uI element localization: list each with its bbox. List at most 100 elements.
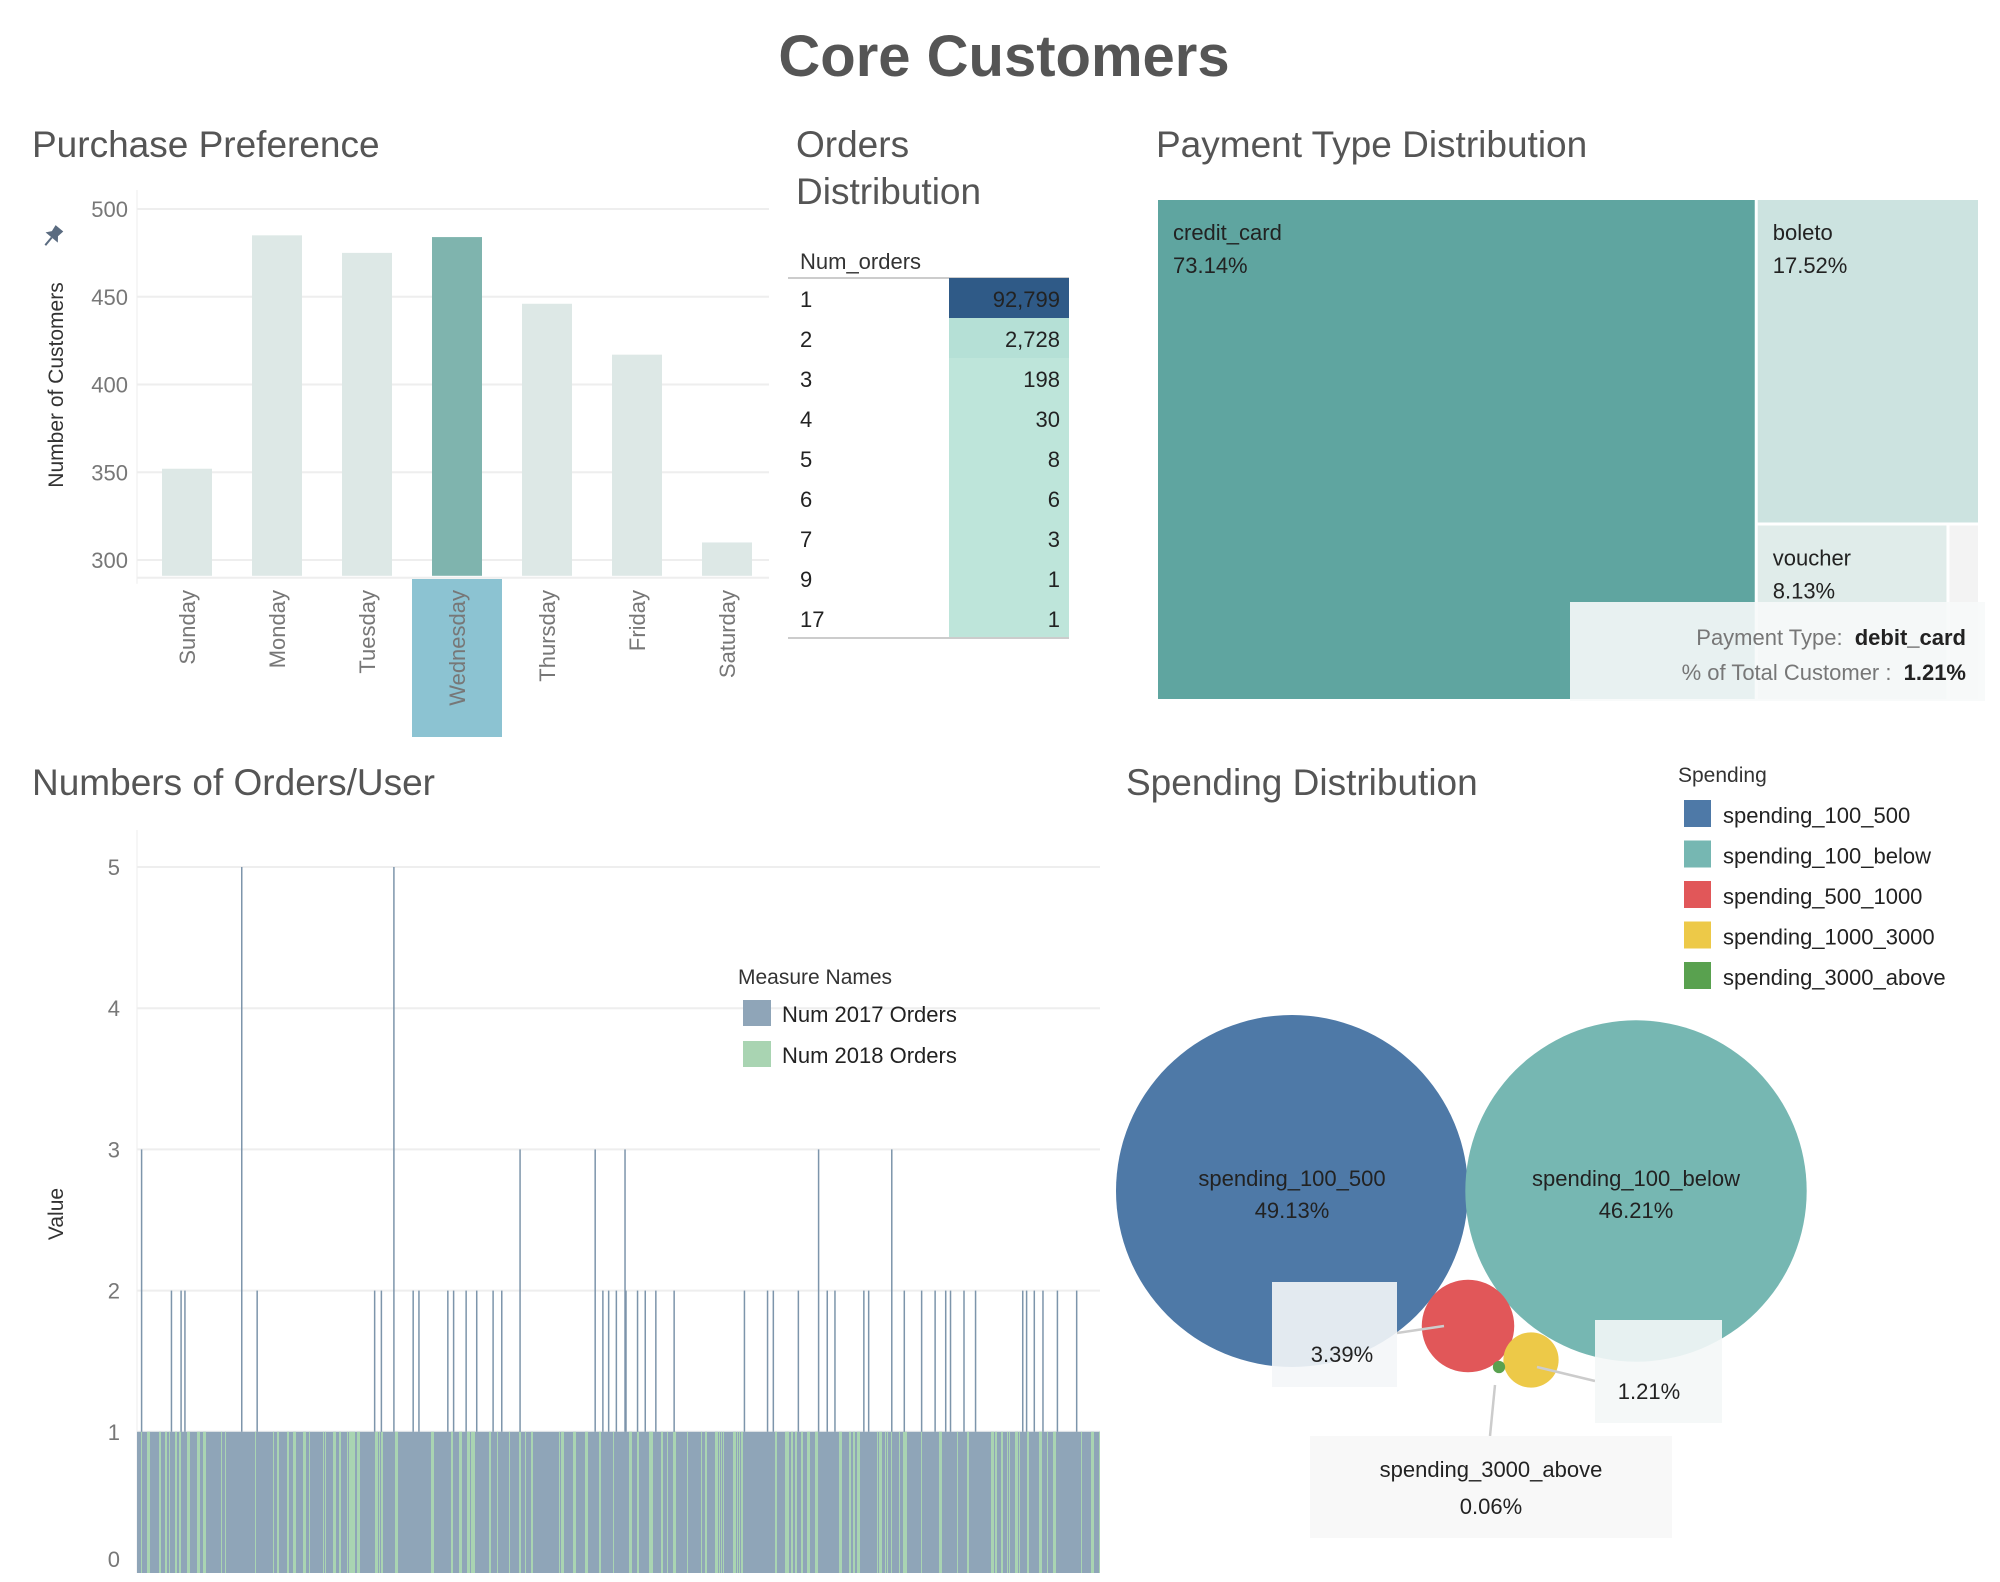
legend-item[interactable]: spending_100_below <box>1684 840 1931 869</box>
legend-item[interactable]: Num 2018 Orders <box>743 1041 957 1068</box>
bar <box>795 1431 797 1573</box>
spike-bar[interactable] <box>636 1290 639 1432</box>
bar <box>519 1431 521 1573</box>
spike-bar[interactable] <box>180 1290 182 1432</box>
x-tick-label[interactable]: Thursday <box>535 590 560 682</box>
spike-bar[interactable] <box>607 1290 610 1432</box>
bubble-spending_100_500[interactable] <box>1116 1015 1468 1367</box>
bubble-spending_100_below[interactable] <box>1465 1020 1807 1362</box>
spike-bar[interactable] <box>501 1290 503 1432</box>
spike-bar[interactable] <box>475 1290 478 1432</box>
table-row[interactable]: 3 198 <box>800 358 1069 398</box>
spike-bar[interactable] <box>373 1290 376 1432</box>
bar-wednesday[interactable] <box>432 237 482 576</box>
bubble-spending_1000_3000[interactable] <box>1503 1332 1559 1388</box>
spike-bar[interactable] <box>949 1290 952 1432</box>
x-tick-label[interactable]: Tuesday <box>355 590 380 674</box>
legend-item[interactable]: Num 2017 Orders <box>743 1000 957 1027</box>
label-box <box>1595 1320 1722 1423</box>
spike-bar[interactable] <box>766 1290 769 1432</box>
spike-bar[interactable] <box>834 1290 836 1432</box>
bar <box>175 1431 177 1573</box>
spike-bar[interactable] <box>934 1290 936 1432</box>
spike-bar[interactable] <box>673 1290 675 1432</box>
spike-bar[interactable] <box>140 1149 143 1432</box>
x-tick-label[interactable]: Friday <box>625 590 650 651</box>
spike-bar[interactable] <box>625 1290 627 1432</box>
spike-bar[interactable] <box>974 1290 977 1432</box>
spike-bar[interactable] <box>1033 1290 1036 1432</box>
spike-bar[interactable] <box>594 1149 596 1432</box>
spike-bar[interactable] <box>465 1290 467 1432</box>
x-tick-label[interactable]: Sunday <box>175 590 200 665</box>
spike-bar[interactable] <box>817 1149 820 1432</box>
spike-bar[interactable] <box>963 1290 965 1432</box>
spike-bar[interactable] <box>655 1290 657 1432</box>
spike-bar[interactable] <box>920 1290 923 1432</box>
spike-bar[interactable] <box>452 1290 455 1432</box>
table-row[interactable]: 17 1 <box>800 598 1069 638</box>
spike-bar[interactable] <box>797 1290 800 1432</box>
table-row[interactable]: 4 30 <box>800 398 1069 438</box>
spike-bar[interactable] <box>1056 1290 1059 1432</box>
spike-bar[interactable] <box>519 1149 521 1432</box>
legend-swatch <box>743 1000 771 1026</box>
bar <box>853 1431 855 1573</box>
value-cell-bg <box>949 358 1069 398</box>
bar-friday[interactable] <box>612 354 662 576</box>
spike-bar[interactable] <box>644 1290 647 1432</box>
spike-bar[interactable] <box>170 1290 173 1432</box>
spike-bar[interactable] <box>867 1290 870 1432</box>
bar-saturday[interactable] <box>702 542 752 576</box>
spike-bar[interactable] <box>447 1290 449 1432</box>
spike-bar[interactable] <box>903 1290 906 1432</box>
spike-bar[interactable] <box>863 1290 865 1432</box>
spike-bar[interactable] <box>184 1290 186 1432</box>
pin-icon[interactable] <box>39 223 65 250</box>
bar-sunday[interactable] <box>162 468 212 576</box>
spike-bar[interactable] <box>1021 1290 1024 1432</box>
spike-bar[interactable] <box>944 1290 947 1432</box>
bar <box>741 1431 743 1573</box>
legend-item[interactable]: spending_100_500 <box>1684 800 1910 828</box>
bubble-spending_3000_above[interactable] <box>1492 1360 1506 1374</box>
legend-item[interactable]: spending_1000_3000 <box>1684 921 1935 950</box>
value-cell-bg <box>949 478 1069 518</box>
spike-bar[interactable] <box>412 1290 414 1432</box>
bar-monday[interactable] <box>252 235 302 576</box>
spike-bar[interactable] <box>418 1290 420 1432</box>
spike-bar[interactable] <box>615 1290 618 1432</box>
table-row[interactable]: 1 92,799 <box>800 278 1069 318</box>
bar-thursday[interactable] <box>522 303 572 576</box>
bar-tuesday[interactable] <box>342 252 392 576</box>
legend-item[interactable]: spending_500_1000 <box>1684 881 1922 909</box>
spike-bar[interactable] <box>826 1290 829 1432</box>
spike-bar[interactable] <box>624 1149 626 1432</box>
spike-bar[interactable] <box>602 1290 604 1432</box>
spike-bar[interactable] <box>743 1290 746 1432</box>
y-tick-label: 400 <box>91 373 128 398</box>
x-tick-label[interactable]: Saturday <box>715 590 740 678</box>
table-row[interactable]: 2 2,728 <box>800 318 1069 358</box>
spike-bar[interactable] <box>393 867 395 1432</box>
spike-bar[interactable] <box>256 1290 258 1432</box>
spike-bar[interactable] <box>772 1290 775 1432</box>
spike-bar[interactable] <box>380 1290 383 1432</box>
treemap-cell-boleto[interactable]: boleto 17.52% <box>1757 200 1978 523</box>
spike-bar[interactable] <box>891 1149 893 1432</box>
spike-bar[interactable] <box>1075 1290 1078 1432</box>
spike-bar[interactable] <box>1042 1290 1044 1432</box>
legend-swatch <box>1684 921 1711 949</box>
spike-bar[interactable] <box>1025 1290 1028 1432</box>
x-tick-label[interactable]: Monday <box>265 590 290 668</box>
bubble-spending_500_1000[interactable] <box>1421 1279 1515 1373</box>
spike-bar[interactable] <box>492 1290 494 1432</box>
legend-item[interactable]: spending_3000_above <box>1684 962 1946 990</box>
leader-line <box>1488 1384 1497 1437</box>
x-tick-label[interactable]: Wednesday <box>445 590 470 706</box>
spike-bar[interactable] <box>241 867 243 1432</box>
